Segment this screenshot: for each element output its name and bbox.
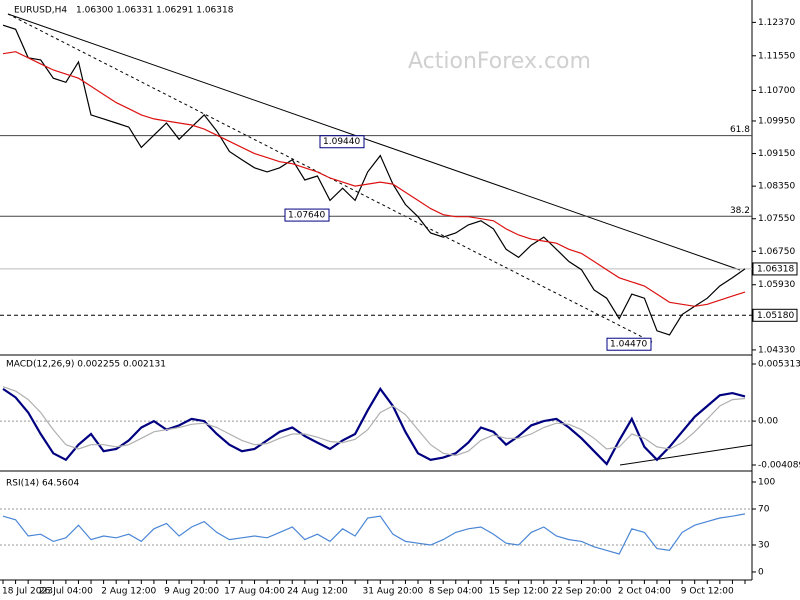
annotation-label: 1.04470	[610, 340, 647, 350]
annotation-label: 1.09440	[323, 137, 360, 147]
x-tick-label: 9 Aug 20:00	[164, 587, 219, 597]
x-tick-label: 17 Aug 04:00	[224, 587, 285, 597]
x-tick-label: 2 Aug 12:00	[101, 587, 156, 597]
price-label: 1.06318	[757, 264, 794, 274]
y-tick-label: 1.09950	[758, 116, 795, 126]
price-label-box	[752, 262, 798, 276]
x-tick-label: 24 Aug 12:00	[287, 587, 348, 597]
x-tick-label: 22 Sep 20:00	[551, 587, 611, 597]
y-tick-label: 1.08350	[758, 182, 795, 192]
ohlc-header: 1.06300 1.06331 1.06291 1.06318	[76, 6, 234, 16]
series-line	[2, 513, 746, 555]
y-tick-label: 70	[758, 504, 770, 514]
y-tick-label: 1.10700	[758, 86, 795, 96]
annotation-box	[284, 208, 330, 222]
fib-label: 61.8	[730, 125, 750, 135]
watermark: ActionForex.com	[408, 49, 591, 74]
series-line	[2, 24, 746, 336]
y-tick-label: 1.05930	[758, 280, 795, 290]
y-tick-label: -0.004089	[758, 461, 800, 471]
y-tick-label: 0.005313	[758, 360, 800, 370]
y-tick-label: 1.11550	[758, 51, 795, 61]
y-tick-label: 30	[758, 540, 770, 550]
series-line	[2, 51, 746, 307]
x-tick-label: 9 Oct 12:00	[681, 587, 734, 597]
price-label: 1.05180	[757, 311, 794, 321]
annotation-box	[319, 135, 365, 149]
fib-label: 38.2	[730, 206, 750, 216]
x-tick-label: 2 Oct 04:00	[618, 587, 671, 597]
series-line	[2, 386, 746, 457]
y-tick-label: 0.00	[758, 417, 778, 427]
y-tick-label: 1.04330	[758, 345, 795, 355]
annotation-label: 1.07640	[288, 211, 325, 221]
y-tick-label: 1.07550	[758, 214, 795, 224]
x-tick-label: 26 Jul 04:00	[39, 587, 93, 597]
y-tick-label: 1.12370	[758, 18, 795, 28]
rsi-title: RSI(14) 64.5604	[6, 479, 79, 489]
x-tick-label: 31 Aug 20:00	[363, 587, 424, 597]
y-tick-label: 1.09150	[758, 149, 795, 159]
y-tick-label: 0	[758, 567, 764, 577]
series-line	[2, 386, 746, 466]
annotation-box	[606, 337, 652, 351]
trend-line	[7, 13, 741, 271]
x-tick-label: 15 Sep 12:00	[489, 587, 549, 597]
macd-title: MACD(12,26,9) 0.002255 0.002131	[6, 360, 166, 370]
y-tick-label: 1.06750	[758, 247, 795, 257]
y-tick-label: 100	[758, 478, 775, 488]
price-label-box	[752, 308, 798, 322]
macd-divergence-line	[619, 444, 753, 466]
x-tick-label: 8 Sep 04:00	[429, 587, 484, 597]
x-tick-label: 18 Jul 2023	[2, 587, 53, 597]
chart-title: EURUSD,H4	[14, 6, 67, 16]
